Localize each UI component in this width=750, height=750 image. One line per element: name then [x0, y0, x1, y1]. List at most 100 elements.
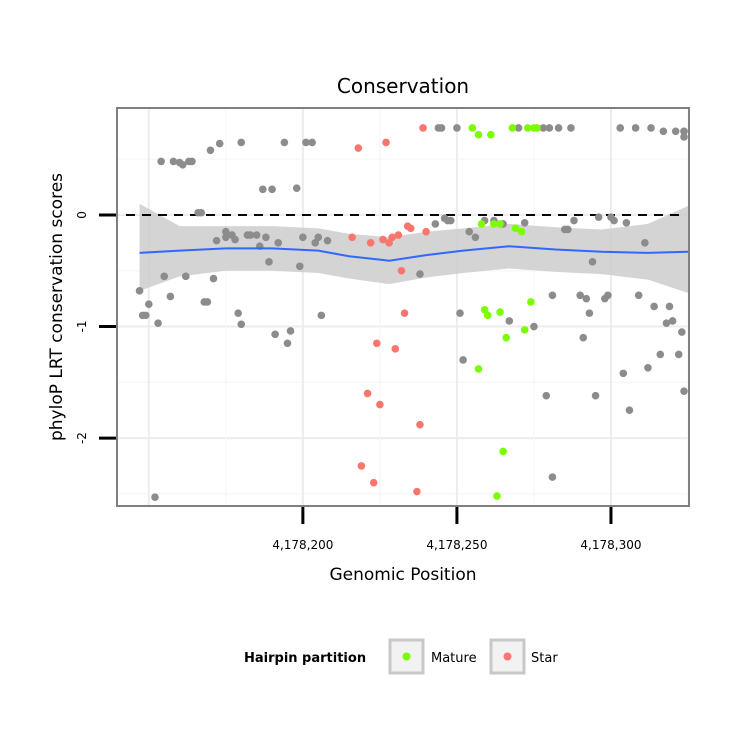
point-other	[665, 302, 674, 311]
point-other	[548, 473, 557, 481]
point-other	[459, 356, 467, 364]
point-other	[668, 317, 677, 325]
point-star	[416, 420, 424, 429]
point-star	[391, 345, 400, 353]
point-other	[671, 127, 680, 136]
point-other	[271, 330, 279, 339]
x-tick-label: 4,178,200	[272, 538, 333, 552]
point-star	[419, 124, 427, 132]
point-other	[431, 220, 440, 228]
point-other	[141, 311, 150, 320]
point-other	[622, 218, 631, 227]
legend-title: Hairpin partition	[244, 651, 366, 666]
point-other	[576, 291, 584, 300]
point-other	[206, 146, 215, 155]
point-other	[588, 258, 597, 266]
point-other	[299, 233, 307, 242]
point-star	[363, 389, 372, 398]
legend-entry-star: Star	[489, 638, 558, 675]
point-other	[160, 272, 169, 281]
point-other	[311, 239, 319, 247]
point-other	[545, 124, 554, 132]
point-other	[465, 227, 474, 236]
point-mature	[474, 130, 483, 139]
legend-marker-star	[503, 652, 512, 661]
point-other	[154, 319, 162, 327]
point-mature	[502, 333, 511, 342]
point-star	[422, 227, 430, 236]
point-other	[222, 233, 230, 242]
point-other	[520, 218, 529, 227]
y-axis-ticks: 0 -1 -2	[75, 211, 116, 444]
confidence-band-area	[139, 203, 688, 294]
point-other	[585, 309, 594, 317]
point-other	[625, 406, 634, 414]
point-other	[237, 320, 246, 329]
point-other	[530, 322, 538, 331]
point-mature	[496, 308, 504, 316]
point-star	[379, 235, 387, 244]
point-other	[505, 317, 514, 325]
point-other	[209, 274, 218, 283]
grid-lines	[118, 109, 689, 505]
point-other	[188, 157, 196, 166]
x-axis-title: Genomic Position	[329, 565, 476, 585]
point-other	[616, 124, 625, 132]
point-other	[145, 300, 153, 309]
confidence-band	[139, 203, 688, 294]
point-other	[246, 231, 255, 239]
point-other	[323, 236, 332, 245]
point-other	[539, 124, 547, 132]
x-axis-ticks: 4,178,200 4,178,250 4,178,300	[272, 507, 642, 552]
point-star	[394, 231, 403, 239]
point-mature	[474, 365, 483, 373]
point-mature	[480, 305, 489, 314]
point-other	[197, 208, 205, 217]
point-mature	[517, 227, 526, 236]
point-other	[610, 216, 618, 225]
point-other	[634, 291, 643, 300]
data-points	[135, 124, 688, 501]
point-other	[212, 236, 221, 245]
legend-entry-mature: Mature	[388, 638, 477, 675]
point-star	[388, 233, 397, 242]
point-mature	[477, 220, 486, 228]
point-other	[656, 350, 665, 359]
point-star	[357, 462, 366, 470]
point-other	[157, 157, 165, 166]
point-other	[674, 350, 683, 359]
point-other	[203, 298, 212, 306]
point-other	[582, 294, 591, 303]
point-other	[274, 239, 283, 247]
point-other	[265, 258, 273, 266]
point-mature	[496, 220, 504, 228]
point-other	[594, 213, 603, 222]
smooth-trend-line	[139, 245, 689, 262]
point-other	[317, 311, 326, 320]
point-other	[151, 493, 159, 501]
point-other	[259, 185, 267, 194]
point-other	[680, 387, 688, 396]
series-mature	[468, 124, 541, 500]
x-tick-label: 4,178,300	[580, 538, 641, 552]
point-mature	[508, 124, 517, 132]
y-tick-label: -2	[75, 432, 89, 444]
point-other	[169, 157, 178, 166]
point-star	[406, 224, 415, 233]
series-star	[348, 124, 430, 496]
point-mature	[468, 124, 477, 132]
point-other	[659, 127, 668, 136]
point-other	[416, 270, 424, 278]
point-star	[354, 144, 363, 152]
point-other	[570, 216, 578, 225]
point-other	[647, 124, 655, 132]
point-star	[385, 239, 393, 247]
y-axis-title: phyloP LRT conservation scores	[47, 173, 67, 441]
plot-panel-border	[116, 107, 690, 507]
point-star	[376, 400, 384, 409]
point-other	[308, 138, 316, 147]
point-other	[280, 138, 289, 147]
legend-marker-mature	[402, 652, 411, 661]
point-star	[373, 339, 381, 348]
point-star	[369, 478, 378, 487]
